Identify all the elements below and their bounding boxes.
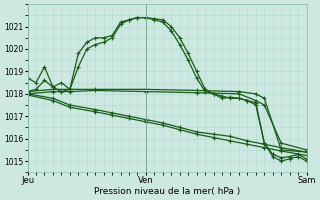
X-axis label: Pression niveau de la mer( hPa ): Pression niveau de la mer( hPa )	[94, 187, 240, 196]
